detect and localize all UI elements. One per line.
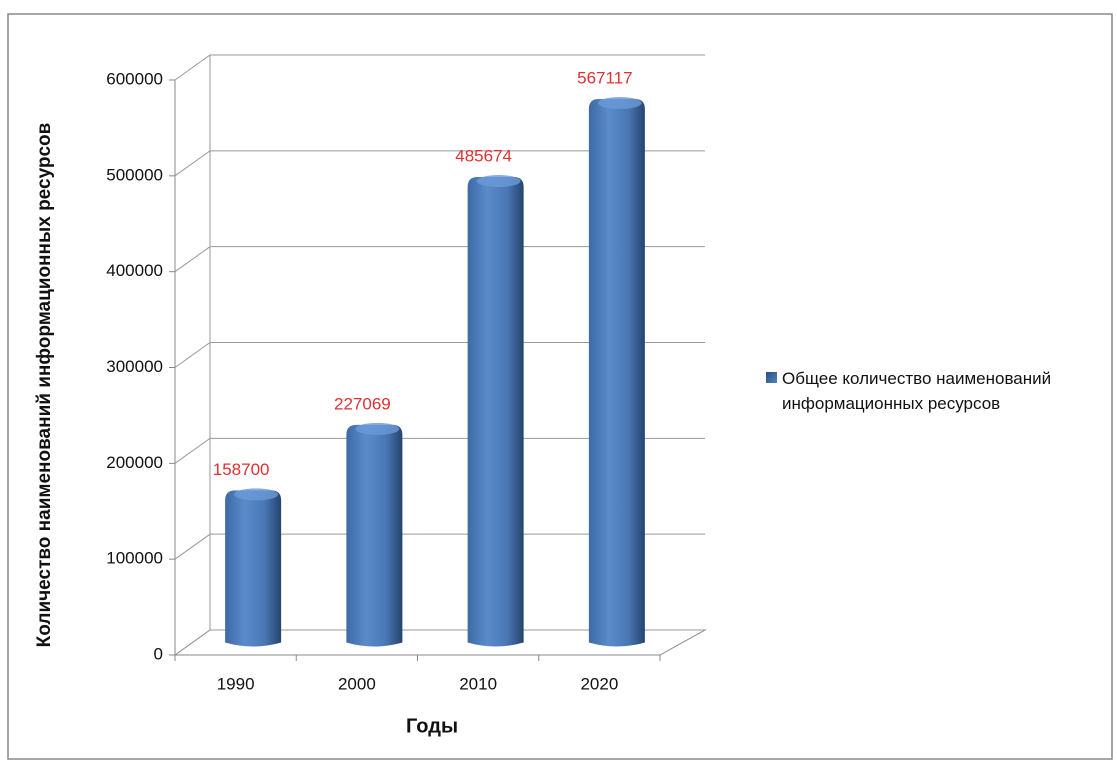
value-label: 158700 — [213, 460, 270, 479]
y-tick-label: 400000 — [106, 261, 163, 280]
legend: Общее количество наименований информацио… — [766, 366, 1112, 416]
x-tick-label: 1990 — [217, 674, 255, 693]
grid-line — [174, 437, 705, 464]
y-tick-label: 0 — [154, 644, 163, 663]
y-tick-label: 300000 — [106, 357, 163, 376]
x-tick-label: 2010 — [459, 674, 497, 693]
grid-line — [174, 342, 705, 368]
legend-label: Общее количество наименований информацио… — [782, 369, 1052, 413]
y-tick-label: 100000 — [106, 549, 163, 568]
bar — [346, 424, 403, 647]
bar — [588, 99, 645, 647]
chart-border — [7, 13, 1113, 760]
value-label: 567117 — [577, 68, 632, 87]
x-axis-label: Годы — [406, 715, 458, 737]
grid-line — [174, 533, 705, 560]
grid-line — [174, 54, 705, 81]
bar — [467, 177, 524, 647]
plot-area: 0 100000 200000 300000 400000 500000 600000 199… — [106, 54, 707, 693]
grid-line — [174, 629, 705, 656]
y-tick-label: 600000 — [106, 69, 163, 88]
grid-line — [174, 246, 705, 273]
y-tick-label: 200000 — [106, 453, 163, 472]
bar-top — [234, 488, 279, 501]
x-tick-label: 2000 — [338, 674, 376, 693]
y-axis-label: Количество наименований информационных р… — [34, 123, 55, 648]
bar-top — [597, 97, 642, 110]
bar — [225, 490, 282, 647]
value-label: 227069 — [334, 394, 391, 413]
y-tick-label: 500000 — [106, 165, 163, 184]
grid-line — [174, 150, 705, 177]
bar-top — [476, 175, 521, 188]
value-label: 485674 — [455, 147, 512, 166]
x-tick-label: 2020 — [580, 674, 618, 693]
bar-top — [355, 422, 400, 435]
legend-key — [766, 372, 777, 383]
